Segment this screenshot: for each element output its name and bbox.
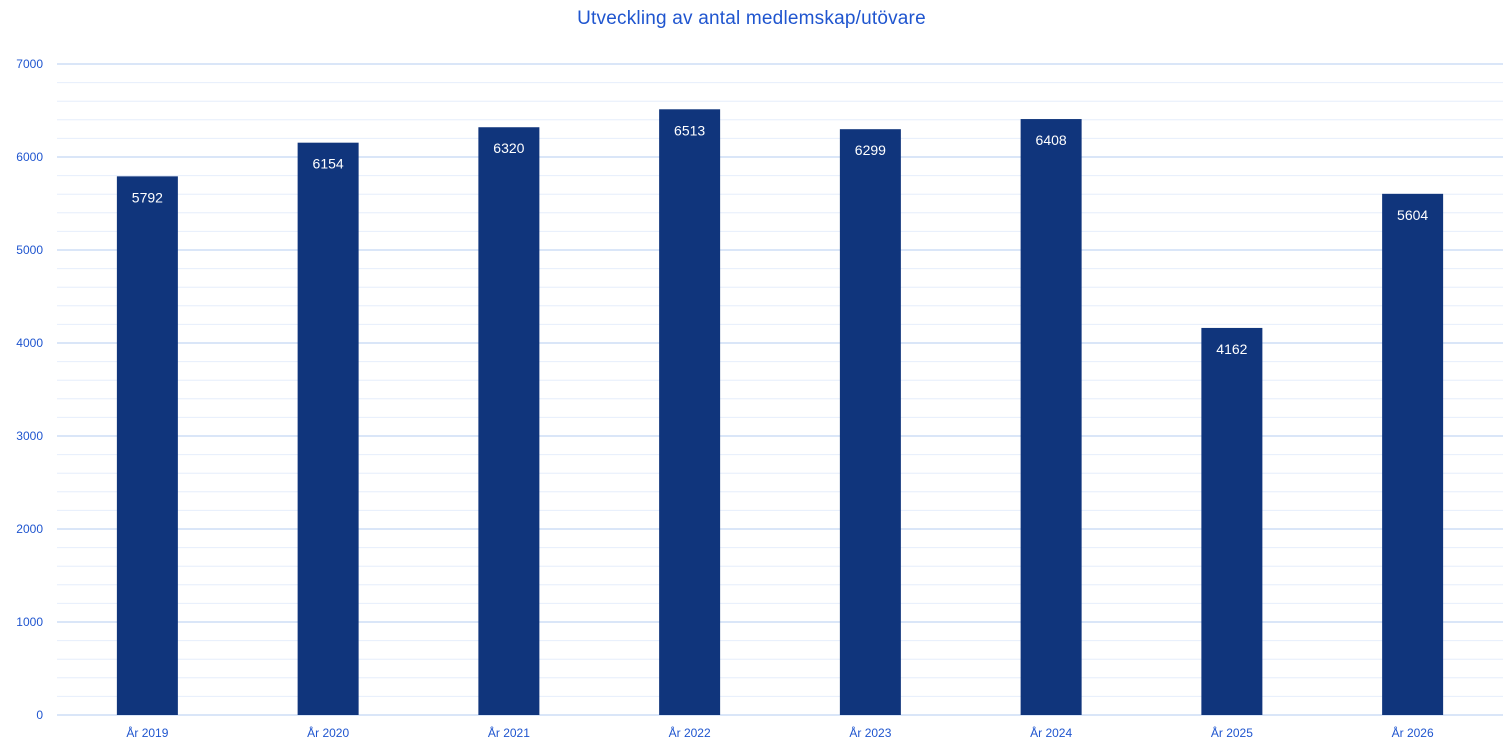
bar-data-label: 6154 [313, 156, 344, 172]
y-tick-label: 0 [36, 708, 43, 722]
x-tick-label: År 2025 [1211, 725, 1253, 740]
bar-data-label: 4162 [1216, 341, 1247, 357]
x-tick-label: År 2021 [488, 725, 530, 740]
x-tick-label: År 2022 [669, 725, 711, 740]
bar-data-label: 6299 [855, 142, 886, 158]
x-tick-label: År 2020 [307, 725, 349, 740]
bar [116, 176, 178, 715]
x-tick-label: År 2026 [1392, 725, 1434, 740]
x-axis-ticks: År 2019 År 2020 År 2021 År 2022 År 2023 År 20… [126, 725, 1434, 740]
bar [1201, 327, 1263, 715]
bar-data-label: 6513 [674, 122, 705, 138]
y-axis-ticks: 0 1000 2000 3000 4000 5000 6000 7000 [16, 57, 43, 722]
bar [478, 127, 540, 716]
y-tick-label: 3000 [16, 429, 43, 443]
bar-data-label: 5792 [132, 189, 163, 205]
bar [1020, 119, 1082, 715]
bar [659, 109, 721, 715]
y-tick-label: 2000 [16, 522, 43, 536]
bar [1382, 193, 1444, 715]
x-tick-label: År 2019 [126, 725, 168, 740]
chart-title: Utveckling av antal medlemskap/utövare [577, 8, 926, 29]
bar [297, 142, 359, 716]
x-tick-label: År 2023 [849, 725, 891, 740]
bar [839, 129, 901, 715]
bar-data-label: 6408 [1036, 132, 1067, 148]
bars: 5792 6154 6320 6513 6299 6408 4162 5604 [116, 109, 1444, 716]
grid-lines [57, 63, 1503, 716]
bar-data-label: 6320 [493, 140, 524, 156]
y-tick-label: 4000 [16, 336, 43, 350]
bar-data-label: 5604 [1397, 207, 1428, 223]
y-tick-label: 7000 [16, 57, 43, 71]
y-tick-label: 1000 [16, 615, 43, 629]
x-tick-label: År 2024 [1030, 725, 1072, 740]
y-tick-label: 6000 [16, 150, 43, 164]
y-tick-label: 5000 [16, 243, 43, 257]
